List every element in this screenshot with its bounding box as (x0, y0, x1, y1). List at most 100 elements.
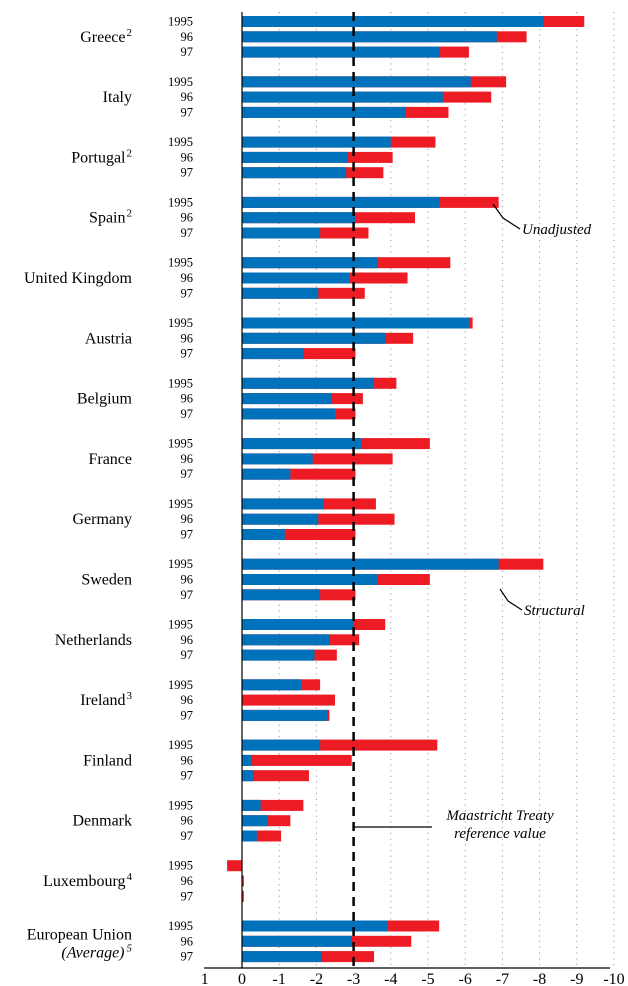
year-label: 1995 (168, 859, 193, 873)
x-tick-label: -3 (347, 971, 360, 986)
structural-bar (242, 377, 375, 389)
year-label: 96 (181, 512, 194, 526)
year-label: 97 (181, 769, 194, 783)
structural-bar (242, 951, 322, 963)
year-label: 96 (181, 934, 194, 948)
unadjusted-bar (242, 770, 309, 782)
structural-bar (242, 393, 332, 405)
year-label: 1995 (168, 195, 193, 209)
structural-bar (242, 408, 335, 420)
structural-bar (242, 106, 406, 118)
bars (227, 16, 585, 963)
category-labels: Greece219959697Italy19959697Portugal2199… (24, 15, 193, 964)
structural-bar (242, 272, 350, 284)
year-label: 97 (181, 45, 194, 59)
structural-bar (242, 634, 330, 646)
year-label: 96 (181, 814, 194, 828)
year-label: 1995 (168, 376, 193, 390)
structural-bar (242, 212, 356, 224)
year-label: 1995 (168, 135, 193, 149)
structural-bar (242, 453, 313, 465)
structural-bar (242, 920, 388, 932)
year-label: 1995 (168, 256, 193, 270)
structural-bar (242, 558, 499, 570)
unadjusted-bar (242, 799, 304, 811)
structural-bar (242, 649, 315, 661)
year-label: 1995 (168, 15, 193, 29)
unadjusted-leader (492, 203, 521, 230)
year-label: 96 (181, 211, 194, 225)
year-label: 96 (181, 753, 194, 767)
structural-bar (242, 332, 386, 344)
year-label: 97 (181, 286, 194, 300)
structural-bar (242, 799, 261, 811)
x-tick-label: 0 (238, 971, 246, 986)
structural-bar (242, 46, 440, 58)
country-label: Portugal2 (71, 147, 132, 166)
structural-bar (242, 167, 347, 179)
x-tick-label: -8 (533, 971, 546, 986)
year-label: 97 (181, 588, 194, 602)
year-label: 97 (181, 708, 194, 722)
year-label: 1995 (168, 798, 193, 812)
country-label: Ireland3 (80, 690, 132, 709)
year-label: 97 (181, 347, 194, 361)
year-label: 97 (181, 648, 194, 662)
country-label: United Kingdom (24, 270, 133, 287)
year-label: 1995 (168, 437, 193, 451)
structural-bar (242, 227, 321, 239)
unadjusted-bar (242, 529, 356, 540)
year-label: 1995 (168, 919, 193, 933)
year-label: 97 (181, 226, 194, 240)
unadjusted-bar (242, 453, 393, 465)
year-label: 96 (181, 633, 194, 647)
structural-bar (242, 468, 291, 480)
annotations: Unadjusted Structural Maastricht Treaty ref… (353, 203, 592, 842)
year-label: 96 (181, 150, 194, 164)
year-label: 96 (181, 452, 194, 466)
x-tick-label: -4 (384, 971, 397, 986)
year-label: 1995 (168, 618, 193, 632)
x-tick-label: -6 (459, 971, 472, 986)
country-label: France (88, 451, 132, 468)
structural-bar (242, 679, 302, 691)
unadjusted-bar (242, 875, 244, 887)
country-label: European Union (27, 926, 132, 943)
year-label: 97 (181, 166, 194, 180)
x-tick-label: 1 (201, 971, 209, 986)
x-tick-label: -10 (603, 971, 624, 986)
unadjusted-bar (227, 860, 242, 872)
unadjusted-bar (242, 754, 352, 766)
x-tick-label: -5 (421, 971, 434, 986)
x-tick-label: -7 (496, 971, 509, 986)
country-label: Finland (83, 752, 132, 769)
year-label: 1995 (168, 678, 193, 692)
country-label-line2: (Average) 5 (61, 942, 132, 961)
year-label: 96 (181, 331, 194, 345)
year-label: 96 (181, 573, 194, 587)
country-label: Spain2 (89, 208, 132, 227)
reference-label-line2: reference value (454, 826, 546, 842)
country-label: Luxembourg4 (43, 871, 132, 890)
unadjusted-bar (242, 890, 244, 902)
structural-bar (242, 513, 319, 525)
structural-bar (242, 317, 469, 329)
unadjusted-bar (242, 830, 282, 842)
country-label: Netherlands (55, 632, 132, 649)
year-label: 96 (181, 90, 194, 104)
structural-bar (242, 151, 349, 163)
structural-bar (242, 196, 440, 208)
country-label: Italy (103, 89, 132, 106)
year-label: 1995 (168, 497, 193, 511)
structural-bar (242, 574, 378, 585)
structural-bar (242, 498, 324, 510)
country-label: Germany (72, 511, 132, 528)
year-label: 1995 (168, 738, 193, 752)
country-label: Greece2 (80, 27, 132, 46)
structural-bar (242, 739, 321, 751)
structural-bar (242, 91, 443, 103)
year-label: 97 (181, 889, 194, 903)
year-label: 97 (181, 829, 194, 843)
country-label: Denmark (72, 813, 132, 830)
year-label: 1995 (168, 557, 193, 571)
